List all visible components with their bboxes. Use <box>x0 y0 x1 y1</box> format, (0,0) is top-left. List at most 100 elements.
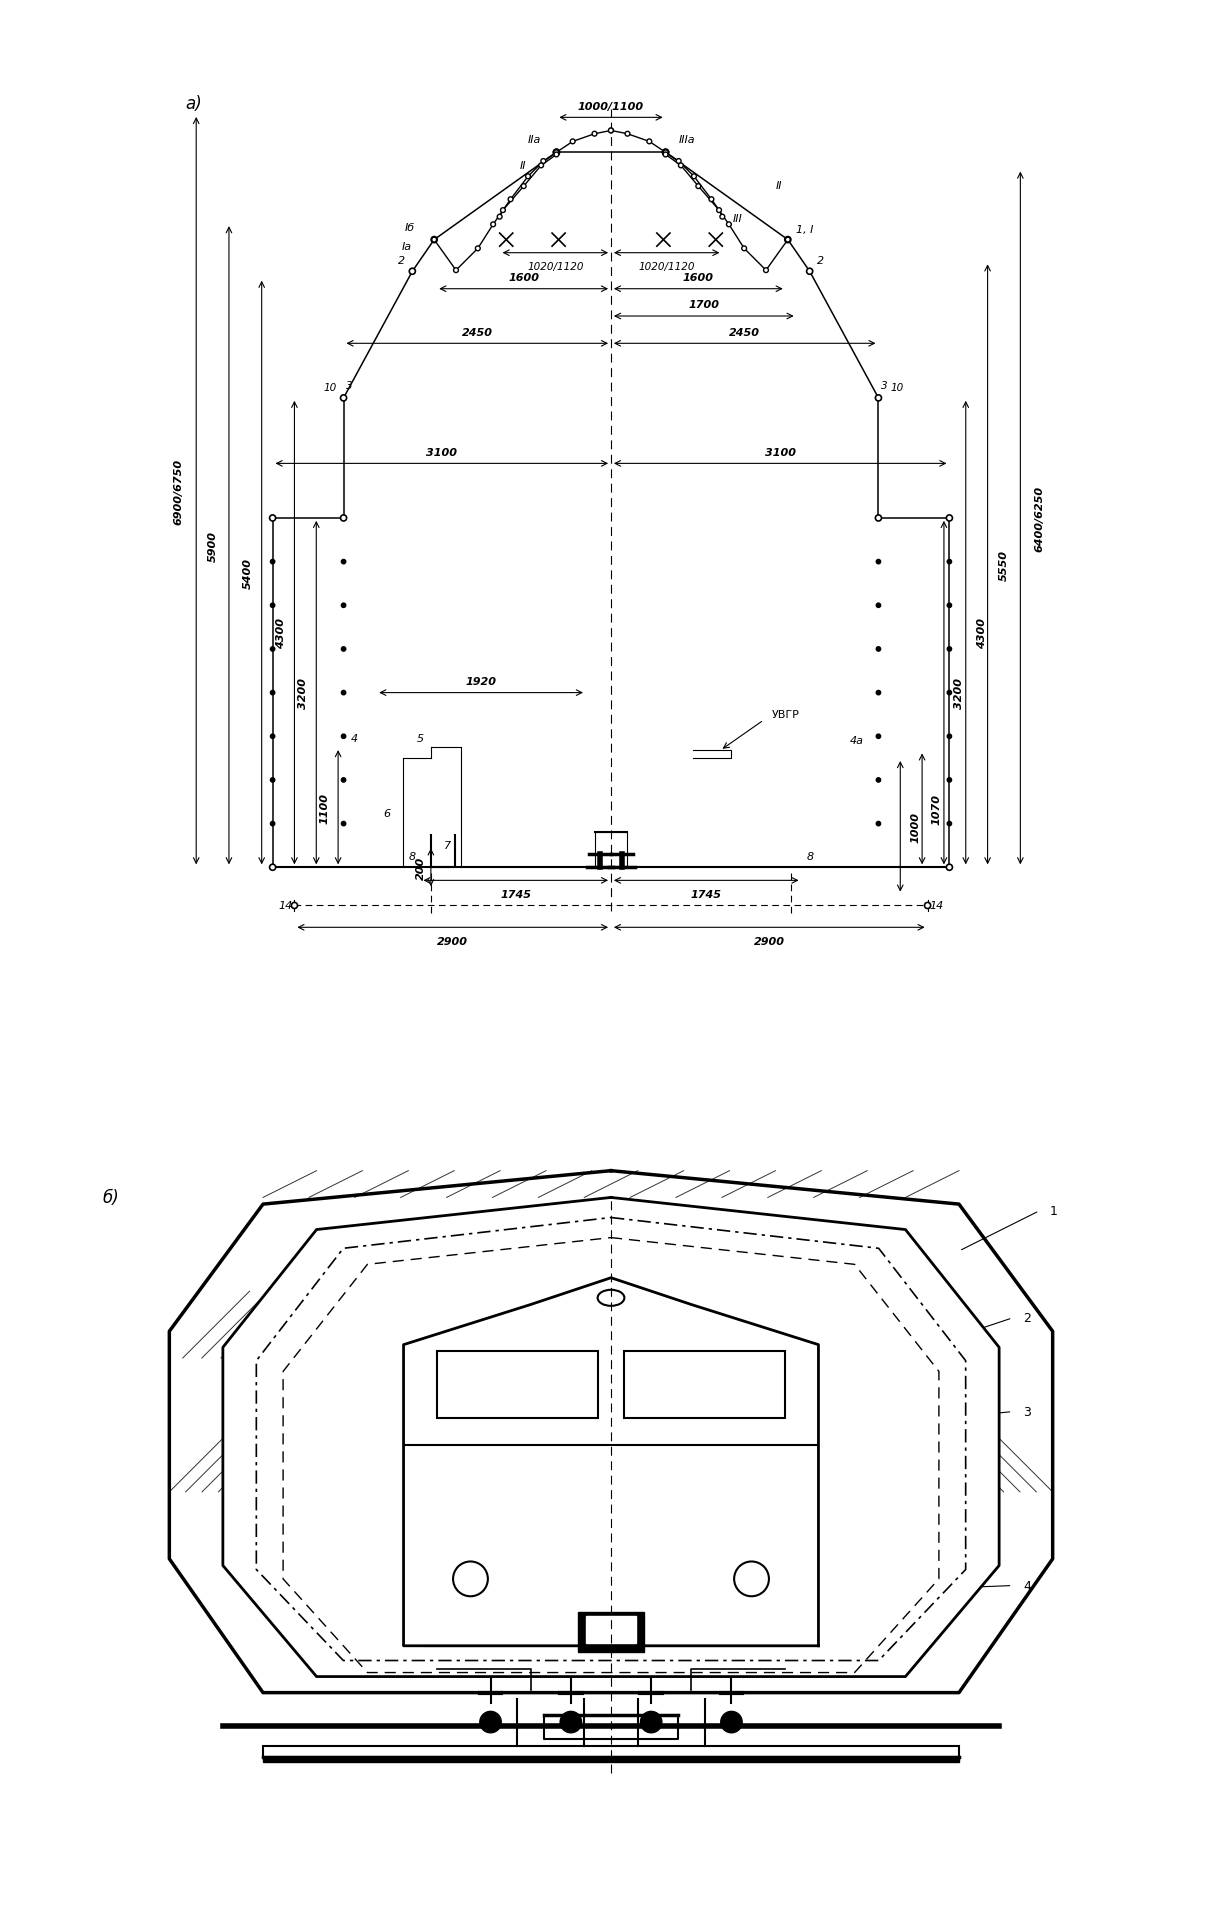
Text: 1745: 1745 <box>690 889 721 900</box>
Circle shape <box>609 129 613 133</box>
Text: 1: 1 <box>1050 1206 1058 1217</box>
Circle shape <box>609 129 613 133</box>
Circle shape <box>341 734 346 740</box>
Text: 1600: 1600 <box>508 272 539 282</box>
Circle shape <box>270 560 275 564</box>
Polygon shape <box>222 1198 1000 1677</box>
Circle shape <box>947 605 952 609</box>
Text: 5: 5 <box>417 734 424 744</box>
Circle shape <box>946 516 952 522</box>
Text: II: II <box>519 160 525 172</box>
Polygon shape <box>403 1279 819 1646</box>
Circle shape <box>742 247 747 251</box>
Text: 2900: 2900 <box>437 937 468 947</box>
Text: 6: 6 <box>384 808 391 819</box>
Text: II: II <box>776 182 782 191</box>
Text: Iа: Iа <box>402 242 412 251</box>
Circle shape <box>664 151 668 156</box>
Circle shape <box>593 131 596 137</box>
Circle shape <box>678 164 683 168</box>
Circle shape <box>554 151 560 156</box>
Circle shape <box>554 151 558 156</box>
Text: 4300: 4300 <box>276 618 286 649</box>
Text: 3: 3 <box>881 381 887 390</box>
Circle shape <box>947 821 952 827</box>
Circle shape <box>626 131 629 137</box>
Polygon shape <box>437 1352 598 1418</box>
Circle shape <box>453 269 458 274</box>
Circle shape <box>341 647 346 651</box>
Circle shape <box>270 821 275 827</box>
Text: 3100: 3100 <box>426 448 457 458</box>
Circle shape <box>676 160 681 164</box>
Text: Iб: Iб <box>404 222 415 232</box>
Text: 1000: 1000 <box>910 811 920 842</box>
Circle shape <box>341 605 346 609</box>
Circle shape <box>525 174 530 180</box>
Circle shape <box>876 779 881 782</box>
Circle shape <box>662 151 668 156</box>
Circle shape <box>270 605 275 609</box>
Circle shape <box>664 151 668 156</box>
Polygon shape <box>578 1613 644 1652</box>
Circle shape <box>270 516 276 522</box>
FancyBboxPatch shape <box>437 1352 598 1418</box>
Text: 1100: 1100 <box>319 792 330 823</box>
Text: б): б) <box>103 1188 120 1208</box>
Text: 2450: 2450 <box>462 328 492 338</box>
Text: 4а: 4а <box>849 736 864 746</box>
Circle shape <box>947 692 952 696</box>
Circle shape <box>431 238 437 243</box>
Circle shape <box>341 516 347 522</box>
Circle shape <box>876 647 881 651</box>
Polygon shape <box>585 1617 637 1644</box>
Polygon shape <box>624 1352 785 1418</box>
Text: 3100: 3100 <box>765 448 796 458</box>
Circle shape <box>501 209 506 213</box>
Circle shape <box>876 692 881 696</box>
Text: 1000/1100: 1000/1100 <box>578 102 644 112</box>
Circle shape <box>640 1712 662 1733</box>
Circle shape <box>270 647 275 651</box>
Circle shape <box>522 185 527 189</box>
Circle shape <box>431 238 436 243</box>
Circle shape <box>541 160 546 164</box>
Circle shape <box>560 1712 582 1733</box>
Circle shape <box>947 560 952 564</box>
Circle shape <box>341 692 346 696</box>
Circle shape <box>925 902 931 910</box>
Text: 2: 2 <box>398 257 404 267</box>
Circle shape <box>662 151 668 156</box>
Text: 2450: 2450 <box>730 328 760 338</box>
Circle shape <box>453 1561 488 1596</box>
Circle shape <box>539 164 544 168</box>
Circle shape <box>475 247 480 251</box>
Circle shape <box>785 238 791 243</box>
Text: а): а) <box>186 95 202 114</box>
Text: 14: 14 <box>929 900 943 912</box>
Circle shape <box>875 516 881 522</box>
Text: 4: 4 <box>351 734 358 744</box>
Text: III: III <box>733 214 743 224</box>
Text: 5900: 5900 <box>208 531 218 562</box>
Text: 1600: 1600 <box>683 272 714 282</box>
Circle shape <box>876 560 881 564</box>
Circle shape <box>947 647 952 651</box>
Text: IIа: IIа <box>528 135 541 145</box>
Circle shape <box>786 238 791 243</box>
Text: 2900: 2900 <box>754 937 785 947</box>
Text: 1920: 1920 <box>466 676 496 686</box>
Polygon shape <box>263 1756 959 1762</box>
Circle shape <box>554 151 560 156</box>
Circle shape <box>721 1712 742 1733</box>
Circle shape <box>291 902 297 910</box>
Circle shape <box>876 734 881 740</box>
Text: 3200: 3200 <box>297 678 308 709</box>
Text: 4: 4 <box>1023 1578 1031 1592</box>
Text: 4300: 4300 <box>976 618 986 649</box>
Text: 1700: 1700 <box>688 299 720 311</box>
Ellipse shape <box>598 1291 624 1306</box>
Text: 8: 8 <box>408 852 415 862</box>
Text: 7: 7 <box>444 840 451 850</box>
Text: 1020/1120: 1020/1120 <box>527 263 584 272</box>
